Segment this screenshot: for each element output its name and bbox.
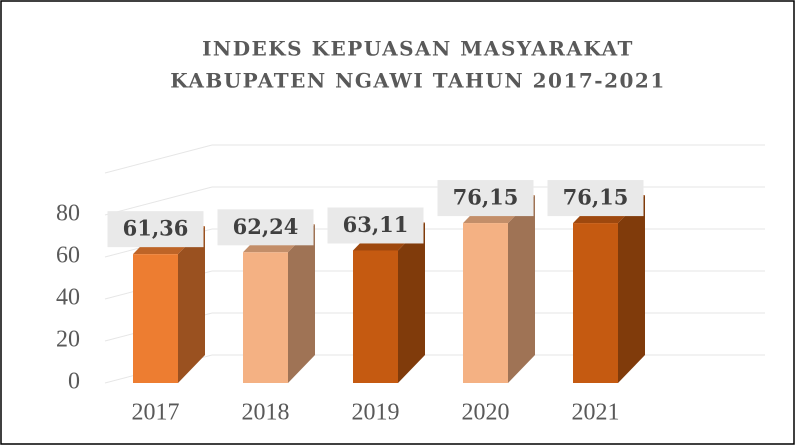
data-label: 76,15	[563, 185, 629, 210]
chart-title: KABUPATEN NGAWI TAHUN 2017-2021	[170, 69, 666, 93]
x-tick-label: 2018	[242, 400, 290, 426]
y-tick-label: 20	[56, 327, 80, 353]
bar-side	[508, 195, 535, 383]
grid-line	[104, 186, 213, 216]
bar	[243, 252, 288, 383]
y-tick-label: 80	[56, 201, 80, 227]
x-tick-label: 2017	[132, 400, 180, 426]
bar-side	[398, 222, 425, 383]
bar-side	[178, 226, 205, 383]
data-label-box	[437, 180, 534, 217]
y-tick-label: 60	[56, 243, 80, 269]
data-label: 63,11	[343, 212, 409, 237]
bar-side	[618, 195, 645, 383]
chart-title: INDEKS KEPUASAN MASYARAKAT	[202, 37, 634, 61]
y-tick-label: 40	[56, 285, 80, 311]
data-label: 76,15	[453, 185, 519, 210]
data-label-box	[217, 209, 314, 246]
x-tick-label: 2019	[352, 400, 400, 426]
bar	[133, 254, 178, 383]
data-label-box	[327, 207, 424, 244]
bar	[463, 223, 508, 383]
bar	[353, 250, 398, 383]
x-tick-label: 2020	[462, 400, 510, 426]
bar-side	[288, 224, 315, 383]
y-tick-label: 0	[68, 369, 80, 395]
data-label: 61,36	[123, 216, 189, 241]
x-tick-label: 2021	[572, 400, 620, 426]
data-label-box	[547, 180, 644, 217]
data-label: 62,24	[233, 214, 299, 239]
grid-line	[104, 144, 213, 174]
bar	[573, 223, 618, 383]
data-label-box	[107, 211, 204, 248]
